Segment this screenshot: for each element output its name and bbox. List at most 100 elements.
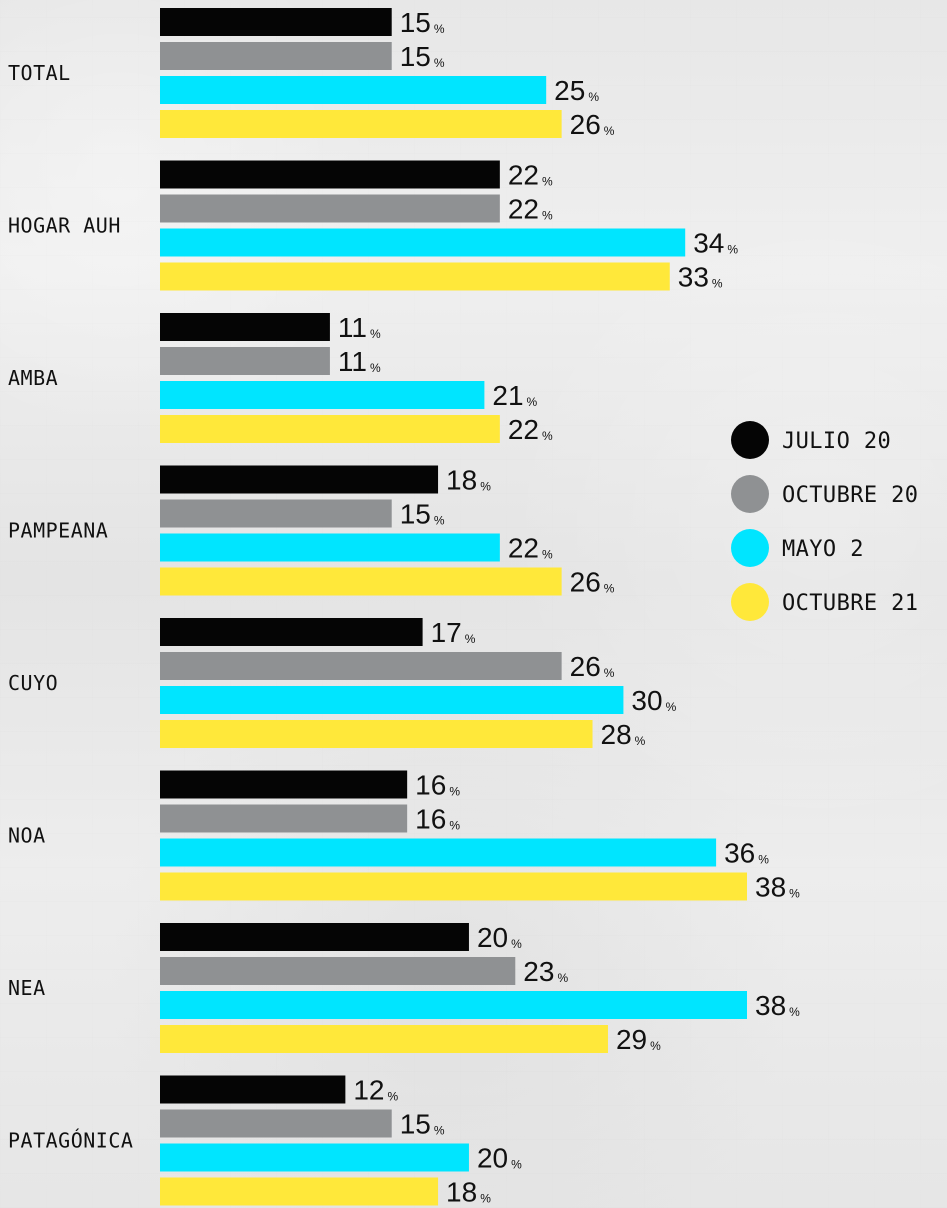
bar-percent-label: % [511, 937, 522, 951]
category-label: PATAGÓNICA [8, 1129, 133, 1153]
bar-value-label: 23 [523, 956, 554, 987]
bar-value-label: 33 [678, 262, 709, 293]
bar-percent-label: % [758, 853, 769, 867]
bar-percent-label: % [789, 1005, 800, 1019]
bar-octubre-20 [160, 1109, 392, 1138]
legend-label: MAYO 2 [782, 537, 864, 562]
legend-label: OCTUBRE 20 [782, 483, 918, 508]
bar-octubre-21 [160, 1177, 439, 1206]
bar-value-label: 26 [570, 109, 601, 140]
bar-octubre-20 [160, 194, 500, 223]
category-label: PAMPEANA [8, 519, 108, 543]
bar-percent-label: % [449, 785, 460, 799]
bar-value-label: 12 [353, 1075, 384, 1106]
bar-value-label: 18 [446, 465, 477, 496]
bar-julio-20 [160, 465, 439, 494]
bar-octubre-20 [160, 957, 516, 985]
bar-percent-label: % [542, 548, 553, 562]
bar-octubre-21 [160, 1025, 608, 1053]
bar-percent-label: % [434, 1124, 445, 1138]
bar-percent-label: % [727, 243, 738, 257]
bar-percent-label: % [434, 56, 445, 70]
bar-octubre-21 [160, 567, 562, 596]
bar-value-label: 30 [631, 685, 662, 716]
bar-percent-label: % [370, 361, 381, 375]
bar-octubre-20 [160, 347, 330, 375]
bar-mayo-2 [160, 686, 624, 714]
bar-percent-label: % [557, 971, 568, 985]
bar-percent-label: % [542, 209, 553, 223]
bar-value-label: 15 [400, 499, 431, 530]
bar-julio-20 [160, 8, 392, 36]
legend-label: JULIO 20 [782, 429, 891, 454]
bar-mayo-2 [160, 381, 485, 409]
bar-octubre-21 [160, 110, 562, 138]
bar-mayo-2 [160, 991, 747, 1019]
bar-value-label: 15 [400, 41, 431, 72]
category-label: NOA [8, 824, 46, 848]
bar-value-label: 26 [570, 567, 601, 598]
bar-julio-20 [160, 923, 469, 951]
bar-value-label: 18 [446, 1177, 477, 1208]
bar-octubre-20 [160, 804, 408, 833]
bar-value-label: 22 [508, 533, 539, 564]
legend-label: OCTUBRE 21 [782, 591, 918, 616]
bar-mayo-2 [160, 533, 500, 562]
bar-percent-label: % [604, 582, 615, 596]
bar-mayo-2 [160, 838, 717, 867]
bar-value-label: 29 [616, 1024, 647, 1055]
bar-percent-label: % [666, 700, 677, 714]
bar-mayo-2 [160, 1143, 469, 1172]
bar-value-label: 15 [400, 7, 431, 38]
bar-value-label: 38 [755, 872, 786, 903]
bar-percent-label: % [449, 819, 460, 833]
bar-octubre-21 [160, 720, 593, 748]
bar-percent-label: % [370, 327, 381, 341]
bar-percent-label: % [635, 734, 646, 748]
bar-octubre-20 [160, 42, 392, 70]
bar-octubre-21 [160, 872, 747, 901]
bar-value-label: 16 [415, 804, 446, 835]
bar-percent-label: % [650, 1039, 661, 1053]
bar-value-label: 36 [724, 838, 755, 869]
bar-percent-label: % [604, 124, 615, 138]
bar-octubre-21 [160, 415, 500, 443]
bar-percent-label: % [588, 90, 599, 104]
legend: JULIO 20 OCTUBRE 20 MAYO 2 OCTUBRE 21 [731, 421, 918, 621]
bar-julio-20 [160, 1075, 346, 1104]
bar-value-label: 21 [492, 380, 523, 411]
bar-julio-20 [160, 770, 408, 799]
legend-swatch [731, 583, 769, 621]
bar-percent-label: % [434, 22, 445, 36]
bar-value-label: 16 [415, 770, 446, 801]
bar-value-label: 22 [508, 194, 539, 225]
bar-value-label: 11 [338, 346, 367, 377]
bar-value-label: 25 [554, 75, 585, 106]
bar-percent-label: % [527, 395, 538, 409]
bar-value-label: 34 [693, 228, 724, 259]
category-label: AMBA [8, 366, 58, 390]
legend-swatch [731, 475, 769, 513]
legend-swatch [731, 421, 769, 459]
bar-value-label: 20 [477, 922, 508, 953]
bar-value-label: 28 [601, 719, 632, 750]
bar-percent-label: % [789, 887, 800, 901]
bar-value-label: 11 [338, 312, 367, 343]
bar-mayo-2 [160, 228, 686, 257]
bar-percent-label: % [542, 429, 553, 443]
bar-percent-label: % [604, 666, 615, 680]
bars-layer [160, 8, 747, 1206]
bar-value-label: 26 [570, 651, 601, 682]
bar-percent-label: % [542, 175, 553, 189]
bar-value-label: 17 [431, 617, 462, 648]
bar-percent-label: % [712, 277, 723, 291]
bar-percent-label: % [434, 514, 445, 528]
category-label: NEA [8, 976, 46, 1000]
bar-octubre-20 [160, 652, 562, 680]
bar-percent-label: % [465, 632, 476, 646]
category-label: CUYO [8, 671, 58, 695]
category-label: HOGAR AUH [8, 214, 121, 238]
bar-julio-20 [160, 618, 423, 646]
category-label: TOTAL [8, 61, 71, 85]
